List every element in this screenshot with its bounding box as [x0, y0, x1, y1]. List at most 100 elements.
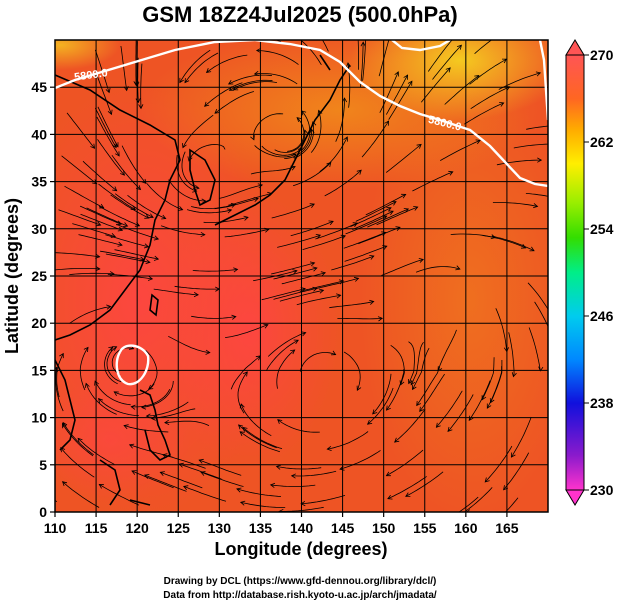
streamline-arrow [312, 266, 318, 272]
y-tick-label: 35 [31, 174, 47, 190]
streamline [274, 130, 306, 153]
colorbar-top-triangle [565, 39, 585, 56]
streamline [127, 194, 166, 219]
streamline-arrow [338, 279, 345, 285]
streamline [191, 315, 236, 319]
streamline [140, 63, 143, 109]
streamline [410, 341, 424, 385]
streamline-arrow [239, 431, 245, 437]
streamline [120, 45, 128, 91]
streamline [141, 380, 174, 408]
streamline [437, 329, 457, 371]
streamline [474, 40, 493, 55]
streamline [314, 277, 359, 290]
streamline-arrow [487, 525, 492, 529]
streamline [444, 75, 480, 105]
streamline-arrow [130, 404, 136, 410]
streamline-arrow [237, 34, 241, 38]
streamline-arrow [148, 213, 154, 219]
y-tick-label: 45 [31, 79, 47, 95]
streamline [486, 366, 502, 409]
streamline-arrow [320, 271, 327, 277]
streamline [386, 369, 405, 411]
streamline [69, 272, 115, 275]
streamline-arrow [143, 243, 150, 249]
streamline [299, 280, 344, 292]
streamline-arrow [326, 161, 332, 168]
streamline-arrow [227, 79, 234, 85]
streamline [292, 162, 332, 187]
streamline [492, 202, 538, 207]
streamline-arrow [242, 426, 248, 432]
streamline-arrow [147, 275, 154, 281]
streamline-arrow [386, 207, 392, 212]
streamline [61, 155, 97, 185]
y-tick-label: 30 [31, 221, 47, 237]
streamline [98, 183, 136, 210]
streamline [343, 232, 386, 249]
streamline-arrow [61, 481, 68, 487]
streamline-arrow [385, 471, 391, 477]
streamline-arrow [107, 109, 113, 116]
streamline-arrow [532, 203, 539, 209]
streamline-arrow [117, 226, 124, 232]
streamline-arrow [372, 409, 378, 415]
streamline-arrow [200, 231, 206, 238]
streamline [176, 154, 197, 192]
x-tick-label: 135 [249, 520, 273, 536]
streamline [55, 499, 58, 503]
streamline-arrow [520, 243, 527, 249]
x-tick-label: 155 [413, 520, 437, 536]
streamline [254, 73, 298, 85]
streamline [495, 308, 508, 352]
streamline [256, 50, 299, 65]
streamline [82, 160, 117, 192]
streamline [301, 495, 346, 505]
streamline [498, 72, 541, 90]
streamline-arrow [550, 315, 554, 320]
streamline [464, 102, 504, 125]
streamline-arrow [336, 293, 342, 299]
colorbar-tick-label: 262 [590, 134, 614, 150]
streamline-arrow [388, 210, 394, 216]
streamline [358, 226, 401, 245]
streamline [276, 466, 322, 470]
streamline [390, 344, 405, 385]
streamline [360, 42, 364, 87]
streamline [350, 207, 392, 227]
streamline [79, 347, 89, 391]
streamline-arrow [408, 378, 413, 385]
streamline [174, 285, 220, 290]
streamline [97, 139, 125, 176]
streamline-arrow [112, 142, 117, 149]
streamline-arrow [403, 208, 410, 213]
map-plot-area: 5800.0 5800.0 [55, 27, 555, 529]
streamline [55, 252, 100, 258]
streamline [96, 116, 120, 157]
streamline [386, 449, 424, 477]
streamline-arrow [150, 415, 156, 421]
x-tick-label: 160 [454, 520, 478, 536]
warm-region-central [160, 190, 340, 470]
streamline [324, 169, 362, 197]
streamline [284, 129, 312, 159]
streamline [277, 419, 320, 433]
streamline-arrow [551, 338, 555, 343]
streamline-arrow [506, 27, 511, 31]
streamline [60, 447, 95, 478]
streamline [182, 114, 214, 148]
streamline-arrow [113, 142, 119, 148]
streamline [99, 484, 140, 506]
x-tick-label: 110 [44, 520, 67, 536]
streamline [267, 332, 306, 357]
streamline [78, 234, 123, 246]
colorbar-tick-label: 230 [590, 482, 614, 498]
streamline-arrow [535, 71, 542, 77]
streamline-arrow [250, 135, 255, 141]
streamline [62, 422, 94, 456]
streamline-arrow [388, 33, 392, 38]
streamline-arrow [369, 255, 375, 260]
streamline [69, 306, 111, 324]
streamline [237, 371, 248, 414]
streamline [191, 203, 236, 209]
